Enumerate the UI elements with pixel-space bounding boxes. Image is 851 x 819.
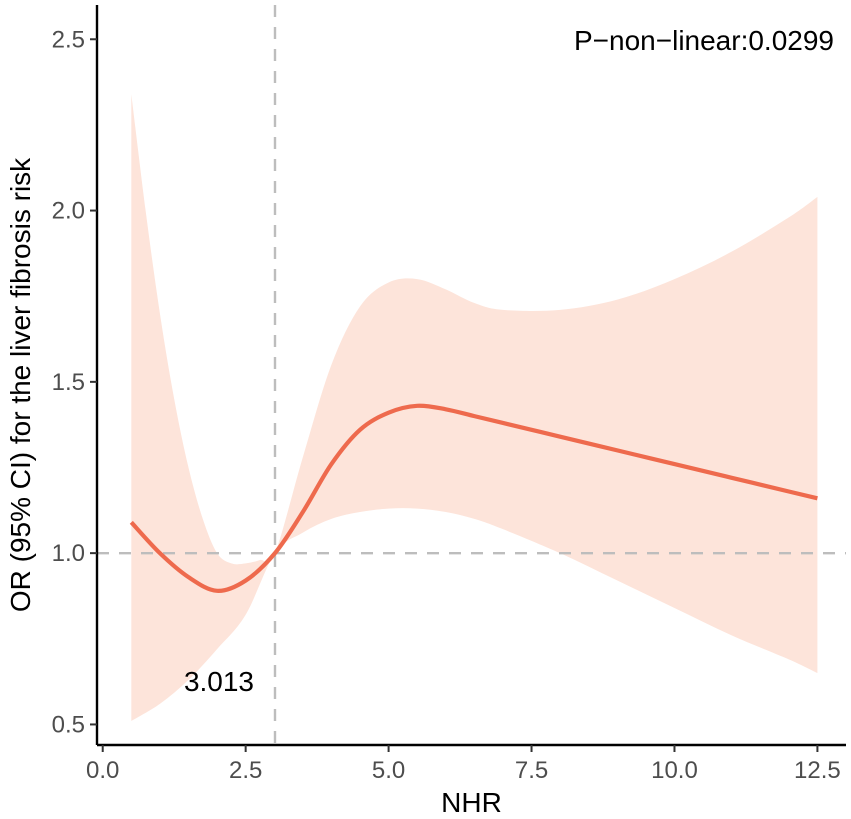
p-non-linear-label: P−non−linear:0.0299 bbox=[574, 25, 834, 56]
y-tick-label: 2.0 bbox=[52, 198, 85, 225]
y-tick-label: 0.5 bbox=[52, 711, 85, 738]
x-tick-label: 0.0 bbox=[86, 757, 119, 784]
axes: 0.0 2.5 5.0 7.5 10.0 12.5 0.5 1.0 1.5 2.0 2.5 bbox=[52, 5, 846, 784]
confidence-band bbox=[131, 94, 818, 722]
x-axis-ticks: 0.0 2.5 5.0 7.5 10.0 12.5 bbox=[86, 745, 841, 784]
y-tick-label: 1.0 bbox=[52, 540, 85, 567]
plot-area bbox=[97, 5, 846, 745]
x-tick-label: 2.5 bbox=[229, 757, 262, 784]
y-axis-title: OR (95% CI) for the liver fibrosis risk bbox=[5, 157, 36, 612]
y-tick-label: 1.5 bbox=[52, 369, 85, 396]
y-tick-label: 2.5 bbox=[52, 26, 85, 53]
x-axis-title: NHR bbox=[441, 787, 502, 818]
x-tick-label: 12.5 bbox=[794, 757, 841, 784]
cutpoint-label: 3.013 bbox=[184, 666, 254, 697]
x-tick-label: 7.5 bbox=[515, 757, 548, 784]
or-estimate-line bbox=[129, 403, 818, 593]
x-tick-label: 5.0 bbox=[372, 757, 405, 784]
y-axis-ticks: 0.5 1.0 1.5 2.0 2.5 bbox=[52, 26, 97, 738]
x-tick-label: 10.0 bbox=[651, 757, 698, 784]
